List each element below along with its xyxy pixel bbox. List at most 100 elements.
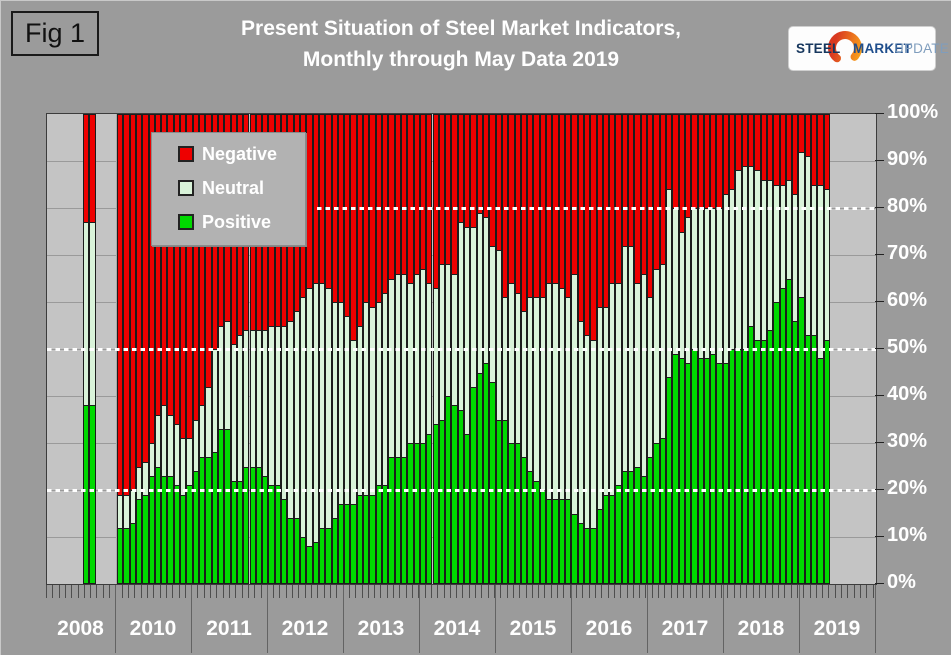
month-tick <box>317 585 319 598</box>
month-tick <box>178 585 180 598</box>
bar-2013-1 <box>344 114 351 584</box>
month-tick <box>834 585 836 598</box>
year-divider <box>343 585 344 653</box>
y-tick <box>875 207 884 208</box>
logo-crescent-icon <box>828 31 862 65</box>
segment-negative <box>653 114 660 271</box>
month-tick <box>866 585 868 598</box>
segment-negative <box>785 114 793 181</box>
bar-2014-10 <box>476 114 483 584</box>
segment-negative <box>83 114 90 224</box>
bar-2019-2 <box>804 114 812 584</box>
bar-2016-11 <box>634 114 641 584</box>
legend-label-negative: Negative <box>202 143 278 164</box>
year-divider <box>267 585 268 653</box>
month-tick <box>140 585 142 598</box>
month-tick <box>304 585 306 598</box>
month-tick <box>803 585 805 598</box>
month-tick <box>405 585 407 598</box>
month-tick <box>52 585 54 598</box>
segment-negative <box>729 114 736 191</box>
bar-2019-3 <box>811 114 818 584</box>
segment-negative <box>773 114 780 186</box>
segment-negative <box>457 114 465 224</box>
month-tick <box>500 585 502 598</box>
legend-label-positive: Positive <box>202 211 272 232</box>
chart-title-line2: Monthly through May Data 2019 <box>302 48 620 71</box>
steel-market-update-logo: STEEL MARKET UPDATE <box>789 27 949 70</box>
month-tick <box>594 585 596 598</box>
y-tick-label-50pct: 50% <box>887 336 928 358</box>
month-tick <box>721 585 723 598</box>
bar-2015-10 <box>552 114 559 584</box>
segment-negative <box>167 114 174 416</box>
bar-2018-5 <box>748 114 755 584</box>
y-tick <box>875 254 884 255</box>
month-tick <box>847 585 849 598</box>
month-tick <box>172 585 174 598</box>
month-tick <box>247 585 249 598</box>
month-tick <box>418 585 420 598</box>
month-tick <box>702 585 704 598</box>
month-tick <box>639 585 641 598</box>
segment-negative <box>596 114 603 308</box>
year-divider <box>191 585 192 653</box>
segment-negative <box>426 114 433 285</box>
y-tick-label-20pct: 20% <box>887 477 928 499</box>
bar-2017-2 <box>653 114 660 584</box>
segment-positive <box>823 339 831 584</box>
y-tick-label-0pct: 0% <box>887 571 916 593</box>
segment-negative <box>495 114 502 252</box>
bar-2018-10 <box>779 114 786 584</box>
bar-2008-2 <box>89 114 96 584</box>
segment-negative <box>539 114 547 299</box>
month-tick <box>83 585 85 598</box>
bar-2008-1 <box>83 114 90 584</box>
bar-2012-8 <box>312 114 319 584</box>
segment-negative <box>508 114 515 285</box>
bar-2015-11 <box>558 114 565 584</box>
dotted-line-20pct <box>47 489 876 492</box>
bar-2015-2 <box>501 114 509 584</box>
bar-2016-6 <box>602 114 610 584</box>
segment-negative <box>438 114 446 266</box>
month-tick <box>109 585 111 598</box>
segment-negative <box>748 114 755 167</box>
bar-2016-3 <box>583 114 591 584</box>
month-tick <box>222 585 224 598</box>
bar-2010-9 <box>167 114 174 584</box>
month-tick <box>771 585 773 598</box>
month-tick <box>651 585 653 598</box>
dotted-line-50pct <box>47 348 876 351</box>
bar-2016-4 <box>590 114 597 584</box>
month-tick <box>759 585 761 598</box>
segment-negative <box>394 114 401 275</box>
month-tick <box>437 585 439 598</box>
logo-word-market: MARKET <box>853 41 912 56</box>
bar-2015-6 <box>527 114 534 584</box>
segment-negative <box>520 114 528 313</box>
month-tick <box>367 585 369 598</box>
month-tick <box>689 585 691 598</box>
segment-negative <box>205 114 212 388</box>
segment-negative <box>514 114 521 294</box>
bar-2016-5 <box>596 114 603 584</box>
month-tick <box>613 585 615 598</box>
bar-2013-8 <box>388 114 395 584</box>
bar-2017-1 <box>647 114 654 584</box>
bar-2013-9 <box>394 114 401 584</box>
segment-negative <box>741 114 748 167</box>
figure-number-label: Fig 1 <box>24 18 86 48</box>
segment-negative <box>413 114 420 275</box>
month-tick <box>576 585 578 598</box>
segment-negative <box>419 114 427 271</box>
bar-2015-3 <box>508 114 515 584</box>
month-tick <box>165 585 167 598</box>
segment-negative <box>161 114 168 407</box>
bar-2018-6 <box>754 114 761 584</box>
segment-negative <box>533 114 540 299</box>
month-tick <box>601 585 603 598</box>
month-tick <box>752 585 754 598</box>
month-tick <box>411 585 413 598</box>
bar-2014-7 <box>457 114 465 584</box>
